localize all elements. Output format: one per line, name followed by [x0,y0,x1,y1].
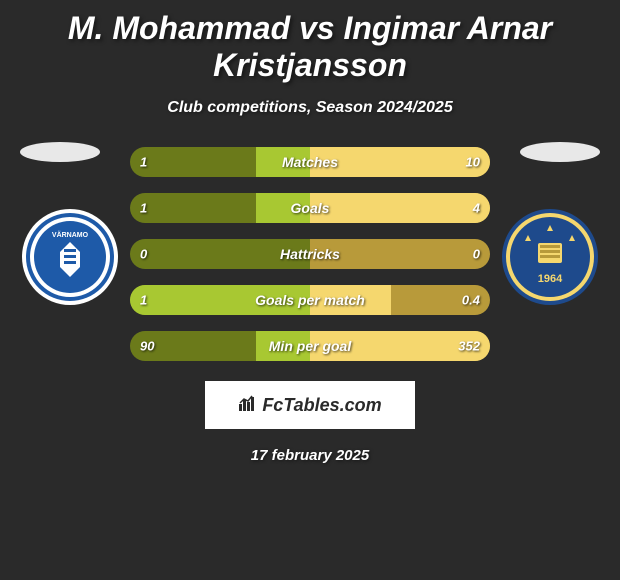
stat-label: Goals per match [255,292,365,308]
stat-right-fill [310,193,490,223]
stat-label: Matches [282,154,338,170]
stat-row: Min per goal 90 352 [130,331,490,361]
left-ellipse [20,142,100,162]
footer-brand-text: FcTables.com [262,395,381,416]
stat-label: Min per goal [269,338,351,354]
stat-left-value: 1 [140,293,147,308]
svg-text:1964: 1964 [538,273,563,285]
right-ellipse [520,142,600,162]
stat-left-value: 0 [140,247,147,262]
chart-icon [238,394,256,417]
footer-date: 17 february 2025 [0,447,620,464]
stat-row: Matches 1 10 [130,147,490,177]
stat-row: Goals 1 4 [130,193,490,223]
stat-right-value: 0.4 [462,293,480,308]
stat-left-value: 1 [140,155,147,170]
stat-right-value: 10 [466,155,480,170]
brondby-badge-icon: 1964 [500,207,600,307]
stat-label: Goals [291,200,330,216]
stat-row: Hattricks 0 0 [130,239,490,269]
stat-right-value: 4 [473,201,480,216]
stat-right-value: 0 [473,247,480,262]
ifk-varnamo-badge-icon: VÄRNAMO [20,207,120,307]
stat-left-value: 90 [140,339,154,354]
stat-left-bar [130,193,310,223]
svg-text:VÄRNAMO: VÄRNAMO [52,231,89,239]
stat-left-value: 1 [140,201,147,216]
left-team-badge: VÄRNAMO [20,207,120,307]
stat-right-bar [310,193,490,223]
stat-bars-container: Matches 1 10 Goals 1 4 Hattricks 0 0 Goals per ma… [130,147,490,361]
stat-row: Goals per match 1 0.4 [130,285,490,315]
stat-right-value: 352 [458,339,480,354]
season-subtitle: Club competitions, Season 2024/2025 [0,99,620,117]
comparison-title: M. Mohammad vs Ingimar Arnar Kristjansso… [0,0,620,84]
fctables-logo: FcTables.com [205,381,415,429]
stat-label: Hattricks [280,246,340,262]
right-team-badge: 1964 [500,207,600,307]
comparison-area: VÄRNAMO 1964 Matches110Goals14Hattricks0… [0,147,620,361]
